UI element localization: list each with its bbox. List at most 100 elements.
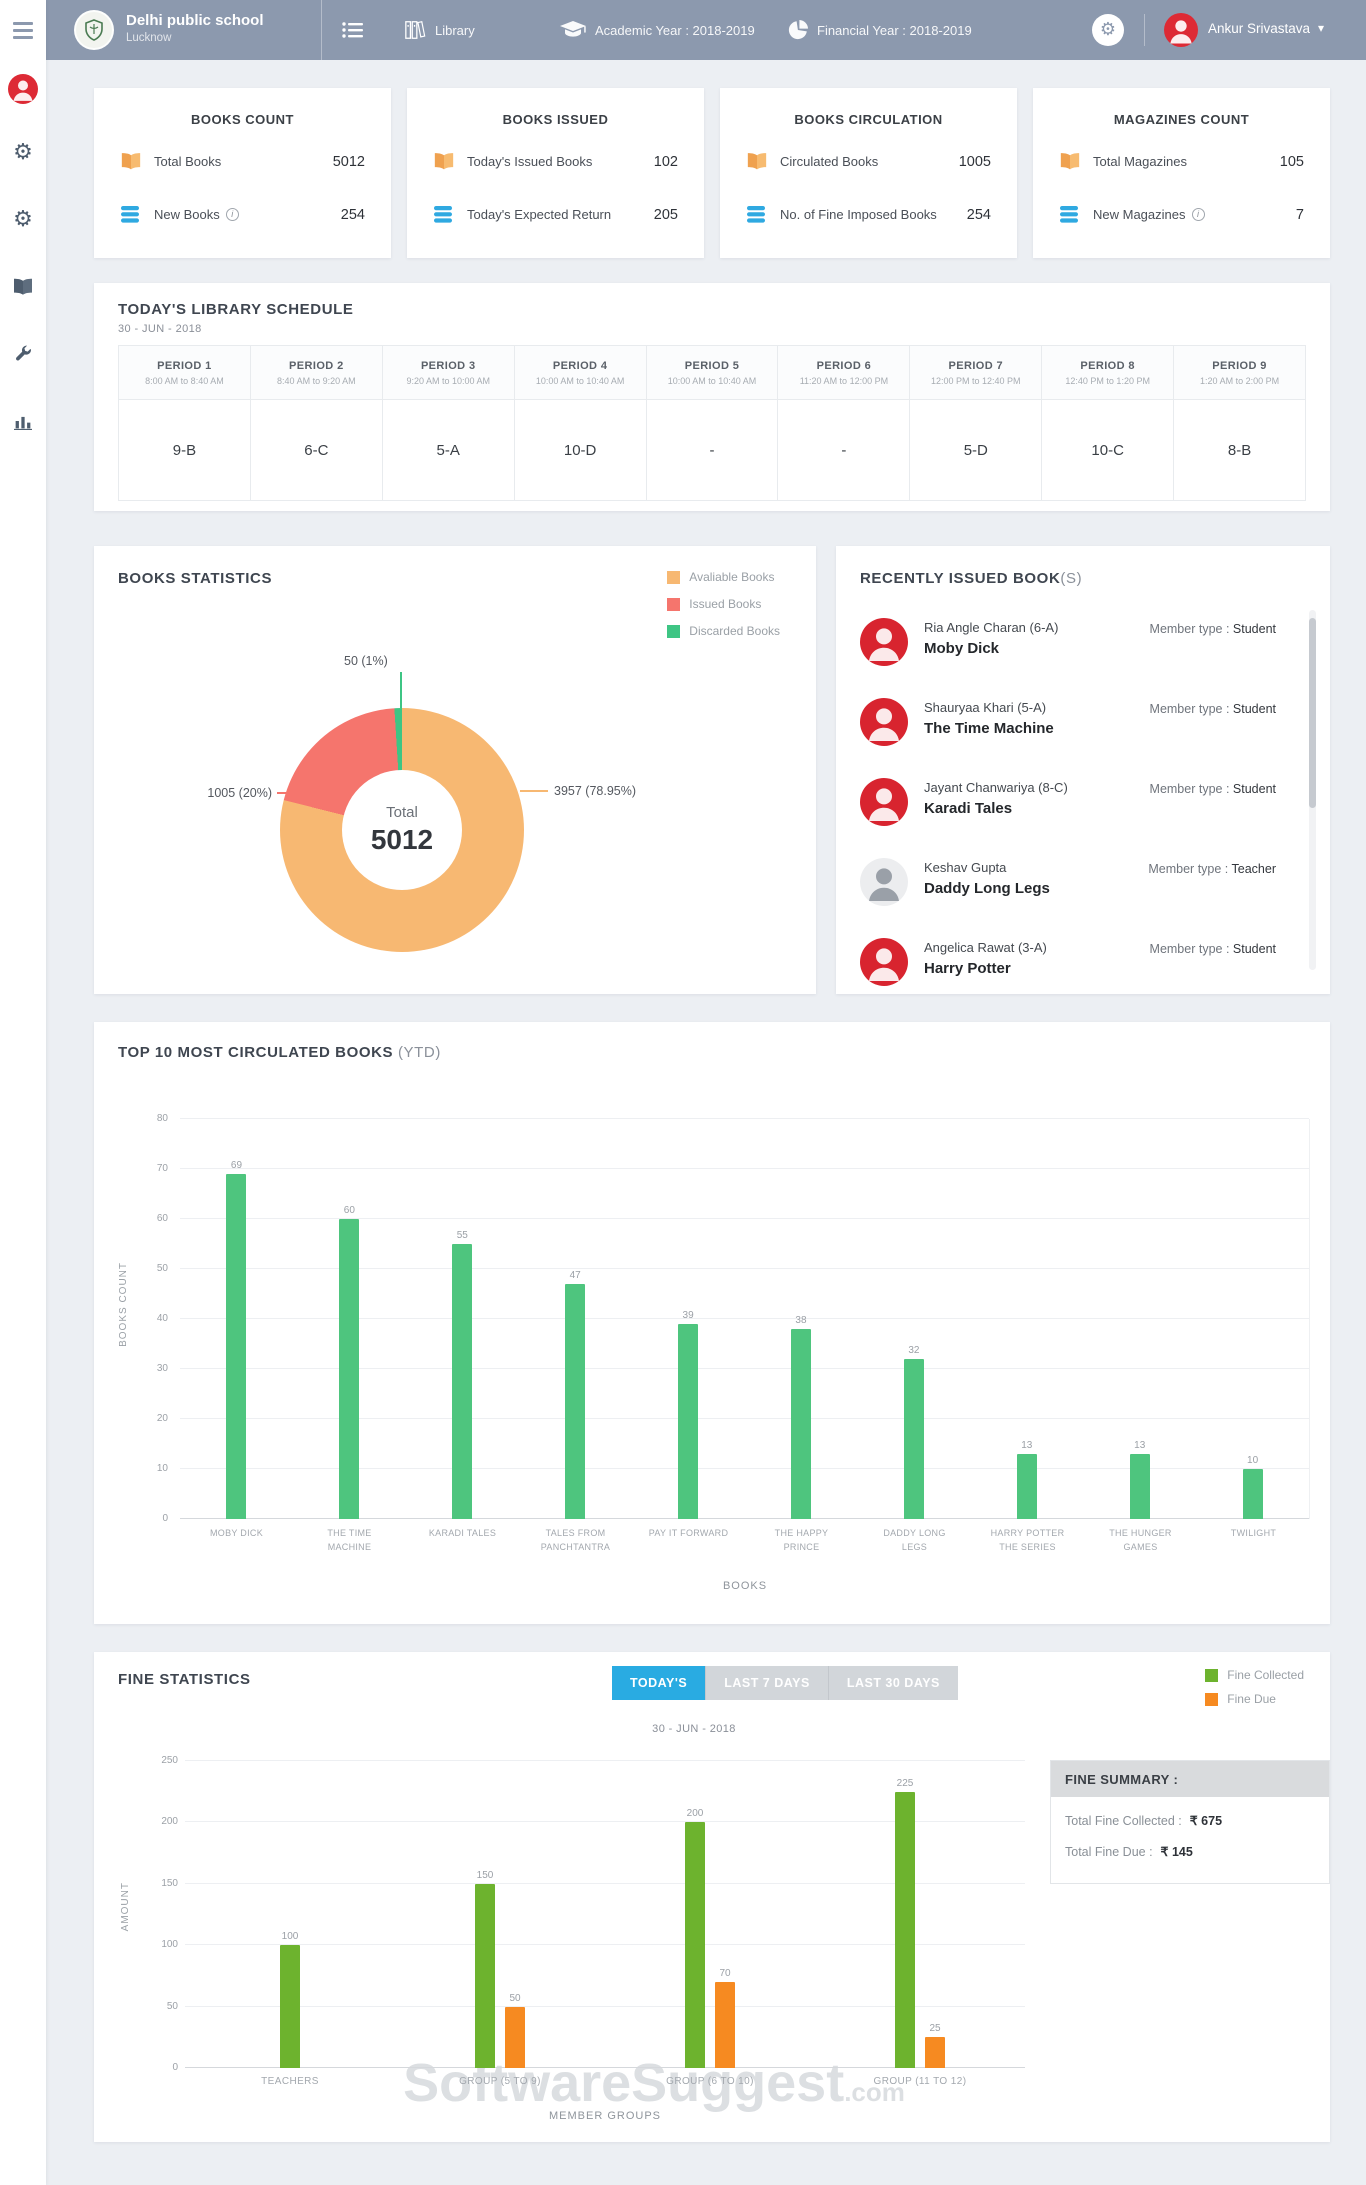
bar bbox=[790, 1329, 811, 1519]
stat-row: Today's Issued Books 102 bbox=[433, 152, 678, 171]
schedule-period-column: PERIOD 1 8:00 AM to 8:40 AM 9-B bbox=[119, 346, 250, 500]
bar-value-label: 150 bbox=[476, 1869, 494, 1881]
info-icon[interactable]: i bbox=[225, 208, 239, 221]
schedule-class-cell: - bbox=[841, 441, 847, 459]
sidebar-item-library[interactable] bbox=[0, 264, 46, 310]
schedule-class-cell: 5-D bbox=[963, 441, 988, 459]
sidebar-item-reports[interactable] bbox=[0, 398, 46, 444]
bar-column: 70 bbox=[715, 1968, 735, 2068]
bar-value-label: 50 bbox=[509, 1992, 521, 2004]
user-name[interactable]: Ankur Srivastava bbox=[1208, 21, 1311, 36]
stat-label: Today's Issued Books bbox=[467, 154, 593, 169]
schedule-title: TODAY'S LIBRARY SCHEDULE bbox=[118, 301, 354, 318]
schedule-period-column: PERIOD 8 12:40 PM to 1:20 PM 10-C bbox=[1041, 346, 1174, 500]
books-statistics-panel: BOOKS STATISTICS Avaliable Books Issued … bbox=[94, 546, 816, 994]
fine-range-button[interactable]: LAST 30 DAYS bbox=[827, 1666, 958, 1700]
stat-row: Today's Expected Return 205 bbox=[433, 206, 678, 223]
x-category-label: GROUP (6 TO 10) bbox=[666, 2076, 754, 2087]
header-divider bbox=[1144, 14, 1145, 46]
library-schedule-panel: TODAY'S LIBRARY SCHEDULE 30 - JUN - 2018… bbox=[94, 283, 1330, 511]
x-category-label: TALES FROM PANCHTANTRA bbox=[540, 1528, 611, 1552]
info-icon[interactable]: i bbox=[1191, 208, 1205, 221]
recently-issued-item[interactable]: Ria Angle Charan (6-A) Moby Dick Member … bbox=[836, 604, 1306, 684]
bar bbox=[1242, 1469, 1263, 1519]
legend-label: Issued Books bbox=[689, 597, 762, 611]
sidebar-item-tools[interactable] bbox=[0, 331, 46, 377]
y-tick-label: 100 bbox=[161, 1939, 178, 1951]
hamburger-menu-icon[interactable] bbox=[0, 0, 46, 60]
stat-card: BOOKS CIRCULATION Circulated Books 1005 … bbox=[720, 88, 1017, 258]
stat-card-title: BOOKS CIRCULATION bbox=[794, 112, 943, 127]
user-avatar[interactable] bbox=[1164, 13, 1198, 47]
open-book-icon bbox=[14, 278, 32, 295]
book-title: Harry Potter bbox=[924, 960, 1011, 977]
admin-gear-icon: ⚙ bbox=[13, 140, 33, 165]
schedule-period-column: PERIOD 5 10:00 AM to 10:40 AM - bbox=[645, 346, 778, 500]
list-icon bbox=[342, 22, 363, 38]
stat-row: No. of Fine Imposed Books 254 bbox=[746, 206, 991, 223]
stat-value: 254 bbox=[966, 206, 991, 223]
legend-item[interactable]: Issued Books bbox=[667, 597, 780, 611]
legend-item[interactable]: Avaliable Books bbox=[667, 570, 780, 584]
bar bbox=[1129, 1454, 1150, 1519]
fine-range-button[interactable]: LAST 7 DAYS bbox=[705, 1666, 828, 1700]
member-type: Member type : Student bbox=[1149, 622, 1276, 636]
bar bbox=[339, 1219, 360, 1519]
schedule-period-header: PERIOD 2 8:40 AM to 9:20 AM bbox=[250, 346, 382, 400]
fine-range-button[interactable]: TODAY'S bbox=[612, 1666, 706, 1700]
school-logo bbox=[74, 10, 114, 50]
recently-issued-item[interactable]: Shauryaa Khari (5-A) The Time Machine Me… bbox=[836, 684, 1306, 764]
legend-item[interactable]: Fine Collected bbox=[1205, 1668, 1304, 1682]
recently-issued-title: RECENTLY ISSUED BOOK(S) bbox=[860, 570, 1083, 587]
module-selector-library[interactable]: Library bbox=[404, 0, 475, 60]
bar-group: 100 bbox=[185, 1761, 395, 2068]
bar-value-label: 100 bbox=[281, 1931, 299, 1943]
stat-value: 1005 bbox=[958, 153, 991, 170]
fine-bars: 100 150 50 200 70 225 25 bbox=[185, 1761, 1025, 2068]
schedule-class-cell: - bbox=[709, 441, 715, 459]
settings-button[interactable]: ⚙ bbox=[1092, 14, 1124, 46]
period-name: PERIOD 9 bbox=[1212, 359, 1267, 372]
sidebar-item-settings[interactable]: ⚙ bbox=[0, 197, 46, 243]
legend-item[interactable]: Fine Due bbox=[1205, 1692, 1276, 1706]
recently-issued-item[interactable]: Jayant Chanwariya (8-C) Karadi Tales Mem… bbox=[836, 764, 1306, 844]
person-icon bbox=[869, 788, 899, 821]
schedule-period-header: PERIOD 6 11:20 AM to 12:00 PM bbox=[778, 346, 910, 400]
bar bbox=[895, 1791, 915, 2068]
x-category-label: THE HAPPY PRINCE bbox=[774, 1528, 829, 1552]
legend-item[interactable]: Discarded Books bbox=[667, 624, 780, 638]
sidebar-profile-avatar[interactable] bbox=[8, 74, 38, 104]
period-name: PERIOD 3 bbox=[420, 359, 476, 372]
scrollbar-thumb[interactable] bbox=[1309, 618, 1316, 808]
x-category-label: GROUP (11 TO 12) bbox=[873, 2076, 967, 2087]
fine-collected-row: Total Fine Collected : ₹ 675 bbox=[1051, 1813, 1329, 1829]
stat-row: Total Books 5012 bbox=[120, 152, 365, 171]
bar-value-label: 200 bbox=[686, 1808, 704, 1820]
bar-value-label: 32 bbox=[908, 1345, 920, 1356]
top10-title: TOP 10 MOST CIRCULATED BOOKS (YTD) bbox=[118, 1044, 441, 1061]
bar bbox=[565, 1284, 586, 1519]
list-view-button[interactable] bbox=[342, 0, 364, 60]
fine-x-axis-title: MEMBER GROUPS bbox=[548, 2110, 661, 2122]
sidebar: ⚙ ⚙ bbox=[0, 0, 46, 2185]
period-time: 10:00 AM to 10:40 AM bbox=[667, 375, 757, 386]
donut-callout-issued: 1005 (20%) bbox=[207, 786, 272, 800]
member-avatar bbox=[860, 858, 908, 906]
bar bbox=[678, 1324, 699, 1519]
stat-card-title: BOOKS COUNT bbox=[191, 112, 294, 127]
scrollbar-track[interactable] bbox=[1309, 610, 1316, 970]
chevron-down-icon[interactable]: ▾ bbox=[1318, 21, 1325, 35]
period-time: 12:00 PM to 12:40 PM bbox=[931, 375, 1021, 386]
recently-issued-item[interactable]: Angelica Rawat (3-A) Harry Potter Member… bbox=[836, 924, 1306, 1004]
period-name: PERIOD 8 bbox=[1080, 359, 1135, 372]
y-tick-label: 50 bbox=[156, 1263, 168, 1274]
top-header-bar: Delhi public school Lucknow Library Acad… bbox=[46, 0, 1366, 60]
stat-value: 254 bbox=[340, 206, 365, 223]
bar bbox=[475, 1883, 495, 2068]
sidebar-item-administration[interactable]: ⚙ bbox=[0, 130, 46, 176]
stat-value: 105 bbox=[1279, 153, 1304, 170]
fine-summary-box: FINE SUMMARY : Total Fine Collected : ₹ … bbox=[1050, 1760, 1330, 1884]
bar-column: 13 bbox=[970, 1119, 1083, 1519]
recently-issued-item[interactable]: Keshav Gupta Daddy Long Legs Member type… bbox=[836, 844, 1306, 924]
bar-column: 39 bbox=[632, 1119, 745, 1519]
